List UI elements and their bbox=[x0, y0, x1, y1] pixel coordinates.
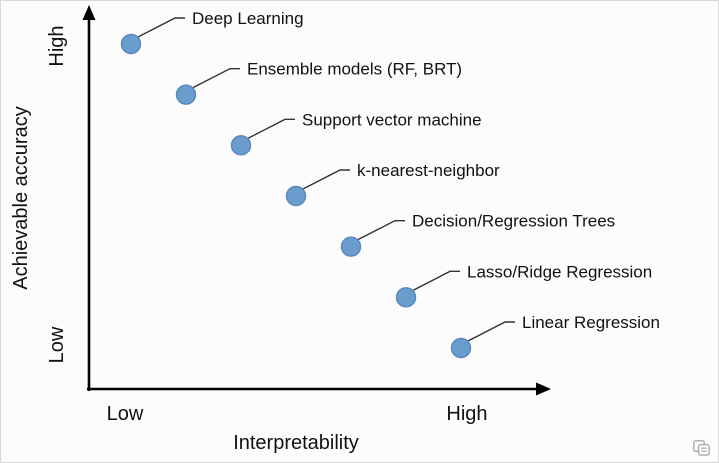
data-point bbox=[450, 337, 472, 359]
point-label: Ensemble models (RF, BRT) bbox=[247, 60, 462, 79]
point-label: Support vector machine bbox=[302, 110, 482, 129]
data-point bbox=[395, 287, 417, 308]
data-point-group: Linear Regression bbox=[450, 313, 660, 359]
point-label: Decision/Regression Trees bbox=[412, 212, 615, 231]
point-label: Linear Regression bbox=[522, 313, 660, 332]
point-leader-line bbox=[302, 169, 350, 190]
data-point-group: Lasso/Ridge Regression bbox=[395, 262, 652, 308]
data-point bbox=[120, 33, 142, 55]
x-axis-title: Interpretability bbox=[233, 432, 359, 454]
data-point-group: Decision/Regression Trees bbox=[340, 212, 615, 257]
point-leader-line bbox=[247, 118, 295, 139]
data-points-layer: Deep Learning Ensemble models (RF, BRT) Su… bbox=[120, 9, 660, 359]
y-axis-arrow-icon bbox=[82, 5, 96, 20]
data-point-group: Support vector machine bbox=[230, 110, 482, 156]
point-leader-line bbox=[137, 17, 185, 38]
point-leader-line bbox=[192, 67, 240, 89]
y-tick-low: Low bbox=[46, 326, 68, 363]
data-point bbox=[230, 135, 252, 156]
point-leader-line bbox=[467, 321, 515, 342]
x-axis-arrow-icon bbox=[536, 382, 551, 396]
y-tick-high: High bbox=[46, 25, 68, 66]
translate-badge-icon bbox=[693, 440, 710, 456]
point-leader-line bbox=[357, 219, 405, 241]
point-label: Lasso/Ridge Regression bbox=[467, 262, 652, 281]
x-tick-high: High bbox=[446, 403, 487, 425]
data-point-group: k-nearest-neighbor bbox=[285, 161, 500, 207]
data-point-group: Deep Learning bbox=[120, 9, 304, 55]
x-tick-low: Low bbox=[107, 403, 144, 425]
point-leader-line bbox=[412, 270, 460, 291]
point-label: k-nearest-neighbor bbox=[357, 161, 500, 180]
data-point-group: Ensemble models (RF, BRT) bbox=[175, 60, 462, 105]
data-point bbox=[340, 236, 362, 257]
data-point bbox=[285, 185, 307, 207]
point-label: Deep Learning bbox=[192, 9, 304, 28]
y-axis-title: Achievable accuracy bbox=[10, 106, 32, 289]
data-point bbox=[175, 84, 197, 105]
